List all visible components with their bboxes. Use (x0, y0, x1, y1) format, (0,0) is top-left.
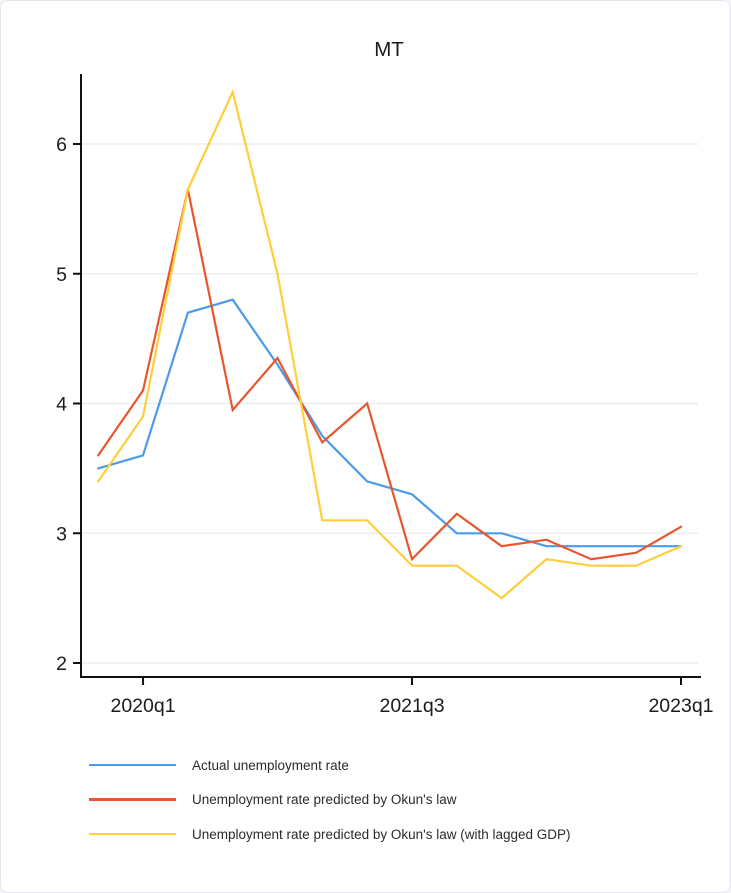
legend-item-actual: Actual unemployment rate (89, 756, 349, 774)
legend-label-okun-lagged: Unemployment rate predicted by Okun's la… (192, 826, 571, 842)
x-tick-label-2020q1: 2020q1 (110, 695, 175, 717)
y-tick-label-5: 5 (56, 264, 67, 286)
y-tick-label-4: 4 (56, 394, 67, 416)
x-tick-label-2023q1: 2023q1 (648, 695, 713, 717)
legend-label-actual: Actual unemployment rate (192, 757, 349, 773)
series-line-actual (97, 298, 683, 548)
legend-swatch-actual (89, 763, 176, 767)
x-tick-label-2021q3: 2021q3 (379, 695, 444, 717)
y-tick-label-3: 3 (56, 523, 67, 545)
legend-swatch-okun (89, 798, 176, 801)
legend-item-okun: Unemployment rate predicted by Okun's la… (89, 791, 456, 809)
y-tick-label-6: 6 (56, 134, 67, 156)
y-tick-label-2: 2 (56, 653, 67, 675)
series-line-okun (97, 189, 683, 562)
series-line-okun_lagged (97, 88, 683, 600)
legend-swatch-okun-lagged (89, 832, 176, 836)
chart-title: MT (374, 38, 404, 61)
legend-item-okun-lagged: Unemployment rate predicted by Okun's la… (89, 825, 571, 843)
legend-label-okun: Unemployment rate predicted by Okun's la… (192, 792, 457, 807)
